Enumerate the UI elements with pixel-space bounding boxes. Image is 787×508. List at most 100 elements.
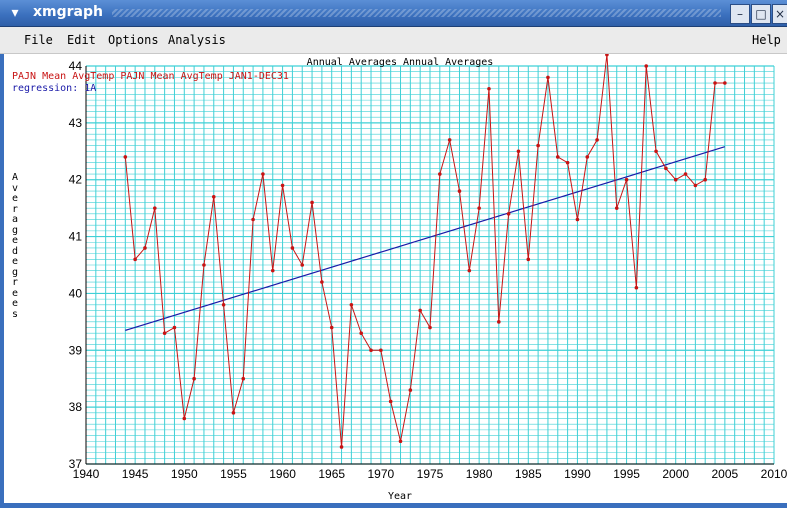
data-point [251, 217, 255, 222]
data-point [506, 212, 511, 216]
y-tick-label: 38 [69, 400, 83, 414]
y-tick-label: 41 [69, 230, 83, 244]
data-point [536, 143, 540, 148]
series-line [124, 54, 725, 447]
data-point [654, 149, 658, 154]
data-point [388, 399, 393, 404]
data-point [516, 149, 521, 154]
x-tick-label: 1965 [318, 467, 345, 481]
x-tick-label: 2010 [761, 467, 787, 481]
data-point [369, 348, 373, 353]
data-point [133, 257, 137, 262]
x-tick-label: 1955 [220, 467, 247, 481]
x-tick-label: 1945 [122, 467, 149, 481]
data-point [634, 285, 639, 290]
data-point [172, 325, 177, 330]
title-bar-stripes [112, 9, 721, 17]
legend-entry: regression: 1A [12, 83, 96, 94]
data-point [585, 155, 590, 159]
data-point [467, 268, 472, 273]
maximize-icon[interactable]: □ [751, 4, 771, 24]
y-axis-label: Average degrees [12, 172, 19, 320]
data-point [202, 263, 206, 267]
minimize-icon[interactable]: – [730, 4, 750, 24]
x-tick-label: 2000 [662, 467, 689, 481]
data-point [379, 348, 383, 353]
data-point [497, 320, 501, 324]
data-point [703, 177, 707, 182]
y-tick-label: 42 [69, 173, 83, 187]
x-tick-label: 1995 [613, 467, 640, 481]
data-point [221, 303, 226, 307]
x-tick-label: 2005 [712, 467, 739, 481]
data-point [143, 246, 147, 250]
series-layer [123, 54, 727, 449]
chart-title: Annual Averages Annual Averages [307, 57, 494, 68]
menu-options[interactable]: Options [108, 33, 159, 47]
data-point [555, 155, 560, 159]
x-tick-label: 1975 [417, 467, 444, 481]
data-point [231, 411, 236, 415]
x-tick-label: 1980 [466, 467, 493, 481]
x-tick-label: 1990 [564, 467, 591, 481]
data-point [349, 303, 354, 307]
data-point [565, 160, 570, 165]
data-point [153, 206, 157, 210]
data-point [182, 416, 187, 421]
plot-area: 1940 1945 1950 1955 1960 1965 1970 1975 1980 1985… [0, 54, 787, 508]
data-point [310, 200, 314, 205]
data-point [418, 308, 422, 313]
data-point [408, 388, 413, 392]
data-point [693, 183, 698, 188]
data-point [438, 172, 442, 176]
data-point [428, 325, 432, 330]
data-point [192, 376, 196, 381]
data-point [595, 138, 599, 142]
data-point [270, 268, 275, 273]
x-tick-label: 1960 [269, 467, 296, 481]
data-point [605, 54, 609, 57]
data-point [664, 166, 668, 171]
data-point [211, 194, 216, 199]
data-point [339, 445, 344, 449]
window-title: xmgraph [33, 4, 103, 20]
data-point [477, 206, 481, 210]
menu-edit[interactable]: Edit [67, 33, 96, 47]
data-point [123, 155, 128, 159]
data-point [723, 81, 727, 85]
y-tick-label: 44 [69, 59, 83, 73]
window-menu-icon[interactable]: ▾ [11, 5, 19, 21]
close-icon[interactable]: × [772, 4, 787, 24]
menu-bar: File Edit Options Analysis Help [0, 27, 787, 54]
data-point [398, 439, 403, 444]
x-tick-label: 1985 [515, 467, 542, 481]
data-point [546, 75, 550, 80]
window-left-border [0, 54, 4, 504]
data-point [359, 331, 364, 336]
data-point [457, 189, 462, 193]
y-tick-label: 40 [69, 286, 83, 300]
menu-file[interactable]: File [24, 33, 53, 47]
data-point [575, 217, 580, 222]
data-point [290, 246, 295, 250]
data-point [526, 257, 531, 262]
data-point [614, 206, 619, 210]
data-point [300, 263, 305, 267]
x-tick-label: 1940 [73, 467, 100, 481]
data-point [329, 325, 334, 330]
data-point [447, 138, 452, 142]
window-title-bar[interactable]: ▾ xmgraph – □ × [0, 0, 787, 27]
menu-analysis[interactable]: Analysis [168, 33, 226, 47]
axes [85, 66, 774, 465]
data-point [644, 64, 649, 68]
data-point [624, 177, 629, 182]
chart-svg: 1940 1945 1950 1955 1960 1965 1970 1975 1980 1985… [12, 54, 787, 502]
regression-line [125, 146, 726, 331]
x-tick-label: 1950 [171, 467, 198, 481]
data-point [320, 280, 324, 284]
window-bottom-border [0, 503, 787, 508]
menu-help[interactable]: Help [752, 33, 781, 47]
data-point [261, 172, 265, 176]
x-tick-label: 1970 [368, 467, 395, 481]
data-point [673, 177, 678, 182]
